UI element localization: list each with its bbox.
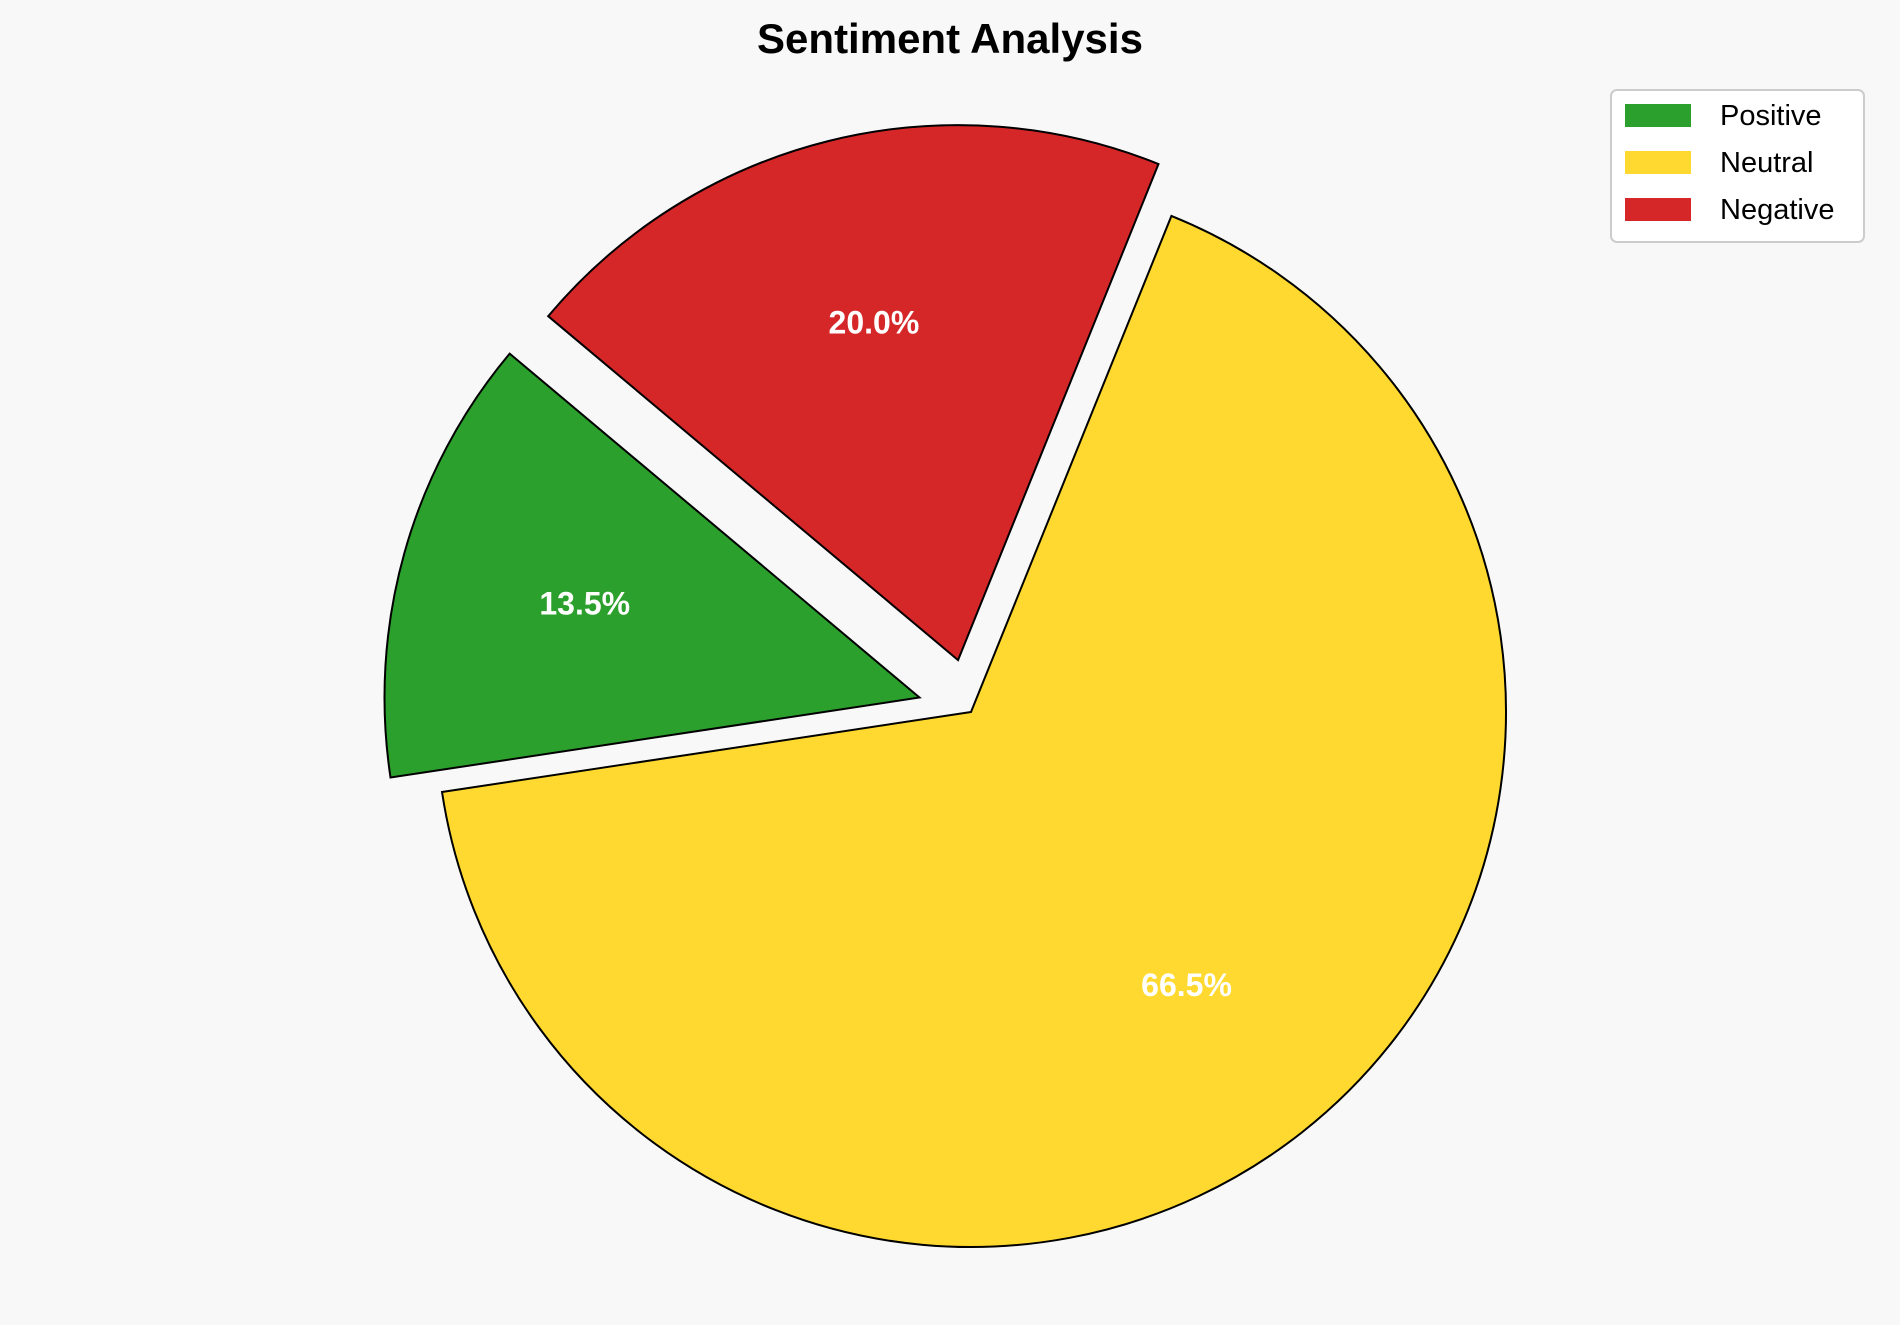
legend: Positive Neutral Negative — [1610, 89, 1865, 243]
pie-slices — [383, 124, 1507, 1248]
legend-swatch-positive — [1625, 104, 1691, 127]
pie-labels: 13.5% 66.5% 20.0% — [539, 305, 1232, 1003]
legend-label-positive: Positive — [1720, 100, 1822, 132]
pie-label-positive: 13.5% — [539, 585, 630, 621]
pie-slice-positive — [383, 352, 922, 779]
legend-swatch-negative — [1625, 198, 1691, 221]
legend-label-negative: Negative — [1720, 194, 1834, 226]
pie-slice-neutral — [440, 214, 1507, 1248]
pie-slice-negative — [546, 124, 1160, 662]
chart-title: Sentiment Analysis — [757, 15, 1143, 62]
legend-swatch-neutral — [1625, 151, 1691, 174]
pie-label-neutral: 66.5% — [1141, 967, 1232, 1003]
legend-label-neutral: Neutral — [1720, 147, 1814, 179]
pie-label-negative: 20.0% — [829, 305, 920, 341]
